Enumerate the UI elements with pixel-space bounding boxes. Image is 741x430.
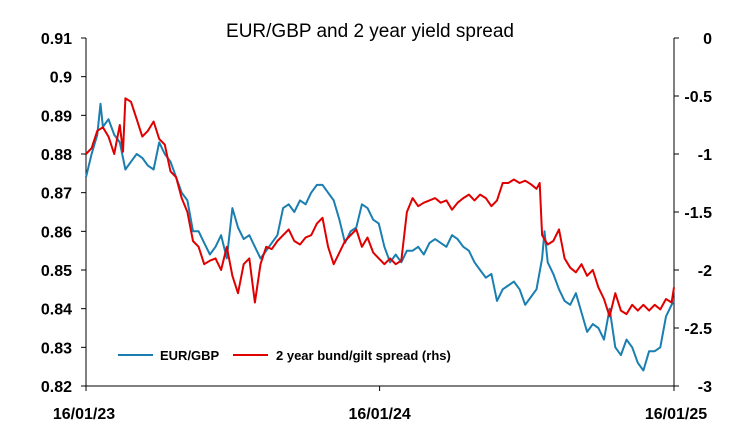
y-right-tick-label: -1.5 xyxy=(684,205,712,222)
axes: 0.82 0.83 0.84 0.85 0.86 0.87 0.88 0.89 0.9 0.91 0… xyxy=(41,31,712,423)
y-right-tick-label: -1 xyxy=(698,147,712,164)
y-left-tick-label: 0.87 xyxy=(41,186,72,203)
y-left-tick-label: 0.85 xyxy=(41,263,72,280)
legend-label-spread: 2 year bund/gilt spread (rhs) xyxy=(276,348,451,363)
y-left-tick-label: 0.83 xyxy=(41,340,72,357)
bund-gilt-spread-series-line xyxy=(85,97,675,318)
legend: EUR/GBP 2 year bund/gilt spread (rhs) xyxy=(118,348,451,363)
y-left-tick-label: 0.86 xyxy=(41,224,72,241)
series-layer xyxy=(85,97,675,372)
y-left-tick-label: 0.89 xyxy=(41,108,72,125)
y-left-tick-label: 0.9 xyxy=(50,70,72,87)
y-right-tick-label: -2.5 xyxy=(684,321,712,338)
legend-label-eurgbp: EUR/GBP xyxy=(160,348,220,363)
y-left-tick-label: 0.88 xyxy=(41,147,72,164)
y-right-tick-label: -2 xyxy=(698,263,712,280)
x-tick-label: 16/01/25 xyxy=(645,406,707,423)
x-tick-label: 16/01/23 xyxy=(53,406,115,423)
chart-title: EUR/GBP and 2 year yield spread xyxy=(226,21,514,42)
x-tick-label: 16/01/24 xyxy=(348,406,410,423)
y-left-tick-label: 0.84 xyxy=(41,302,72,319)
y-right-tick-label: -3 xyxy=(698,379,712,396)
y-right-tick-label: -0.5 xyxy=(684,89,712,106)
y-left-tick-label: 0.91 xyxy=(41,31,72,48)
y-left-tick-label: 0.82 xyxy=(41,379,72,396)
y-right-tick-label: 0 xyxy=(703,31,712,48)
eurgbp-series-line xyxy=(85,102,675,372)
